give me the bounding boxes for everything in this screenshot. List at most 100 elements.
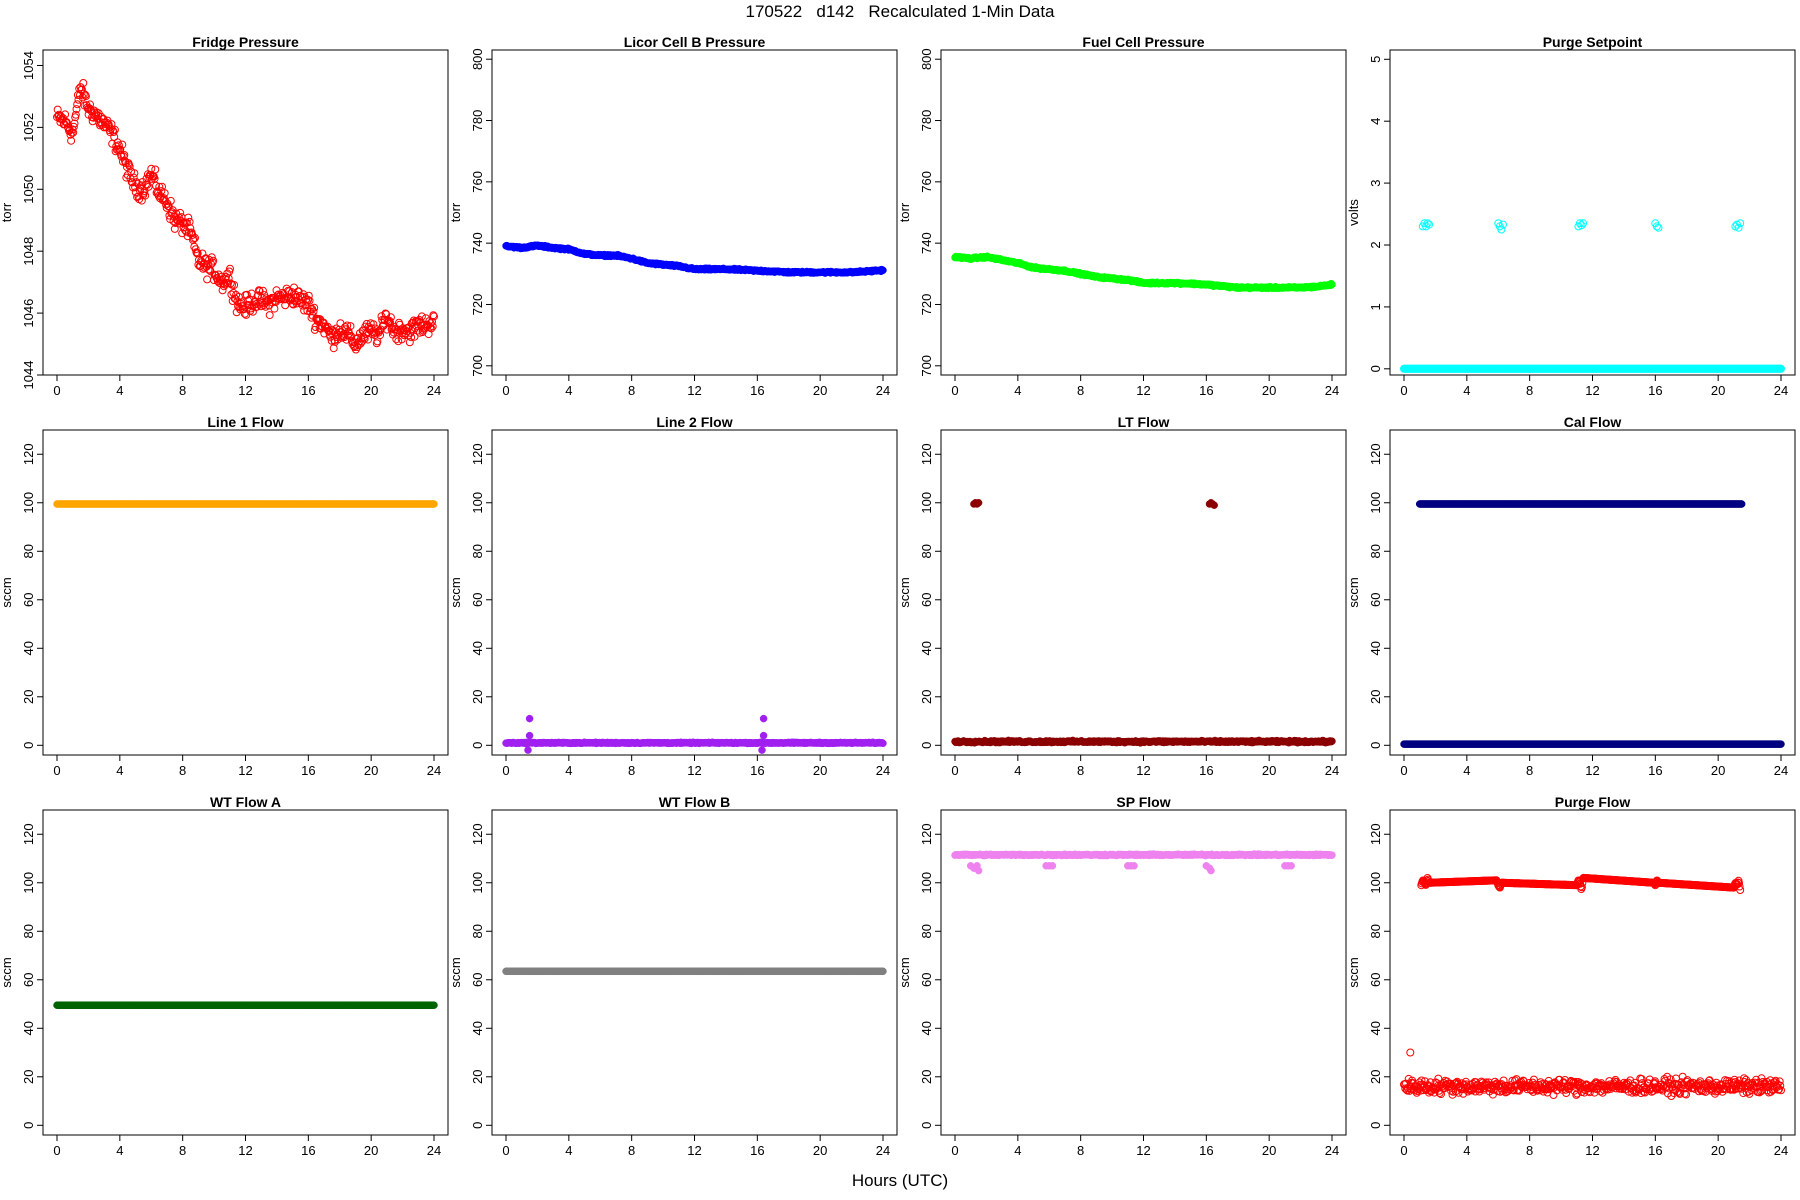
y-axis-label: sccm [0, 577, 14, 607]
data-point [1654, 223, 1663, 232]
x-tick-label: 0 [1400, 383, 1407, 398]
x-tick-label: 4 [1463, 763, 1470, 778]
x-tick-label: 20 [1262, 383, 1276, 398]
data-point [73, 100, 82, 109]
plot-frame [1389, 49, 1796, 376]
y-axis-label: torr [448, 202, 463, 222]
data-point [222, 278, 231, 287]
data-point [248, 307, 257, 316]
data-point [270, 304, 279, 313]
y-tick-label: 40 [470, 641, 485, 655]
data-point [397, 335, 406, 344]
data-point [67, 136, 76, 145]
y-tick-label: 4 [1368, 118, 1383, 125]
data-point [290, 296, 299, 305]
y-axis-label: sccm [897, 577, 912, 607]
data-point [304, 291, 313, 300]
x-tick-label: 24 [427, 763, 441, 778]
x-tick-label: 12 [1136, 383, 1150, 398]
data-point [405, 338, 414, 347]
data-point [69, 128, 78, 137]
data-point [428, 322, 437, 331]
data-point [207, 253, 216, 262]
data-point [185, 217, 194, 226]
data-point [310, 325, 319, 334]
data-point [401, 329, 410, 338]
data-point [524, 746, 532, 754]
y-tick-label: 1044 [21, 361, 36, 390]
x-tick-label: 20 [364, 383, 378, 398]
data-points [502, 714, 887, 754]
x-tick-label: 16 [750, 763, 764, 778]
x-tick-label: 0 [951, 763, 958, 778]
data-point [61, 110, 70, 119]
y-tick-label: 800 [470, 48, 485, 70]
y-tick-label: 720 [470, 294, 485, 316]
data-point [104, 120, 113, 129]
x-tick-label: 16 [1648, 383, 1662, 398]
panel-title: Line 2 Flow [656, 414, 732, 430]
data-point [66, 130, 75, 139]
y-tick-label: 20 [1368, 690, 1383, 704]
x-tick-label: 8 [1077, 763, 1084, 778]
data-point [188, 231, 197, 239]
data-point [141, 191, 150, 200]
y-tick-label: 760 [919, 171, 934, 193]
x-tick-label: 24 [1325, 763, 1339, 778]
panel-title: Line 1 Flow [207, 414, 283, 430]
plot-frame [491, 429, 898, 756]
data-point [1328, 280, 1336, 289]
data-point [360, 334, 369, 343]
data-point [252, 300, 261, 308]
data-point [242, 290, 251, 299]
x-tick-label: 4 [565, 763, 572, 778]
data-point [331, 337, 339, 346]
data-point [358, 337, 366, 346]
data-points [1400, 219, 1785, 373]
y-tick-label: 40 [919, 641, 934, 655]
data-point [81, 92, 90, 101]
y-tick-label: 780 [919, 110, 934, 132]
panel-title: Fridge Pressure [192, 34, 299, 50]
y-tick-label: 80 [1368, 544, 1383, 558]
x-tick-label: 20 [1711, 763, 1725, 778]
y-tick-label: 100 [21, 492, 36, 514]
data-point [376, 331, 385, 340]
figure-title: 170522 d142 Recalculated 1-Min Data [745, 2, 1055, 21]
x-tick-label: 4 [1014, 383, 1021, 398]
data-point [1425, 220, 1434, 229]
x-tick-label: 16 [301, 763, 315, 778]
panel-title: Cal Flow [1564, 414, 1622, 430]
y-tick-label: 760 [470, 171, 485, 193]
x-tick-label: 20 [1262, 763, 1276, 778]
data-point [75, 91, 84, 100]
data-point [118, 140, 127, 149]
data-point [367, 324, 376, 333]
data-point [759, 731, 768, 740]
x-tick-label: 24 [1325, 383, 1339, 398]
y-tick-label: 5 [1368, 56, 1383, 63]
data-point [114, 141, 123, 150]
x-tick-label: 8 [628, 383, 635, 398]
x-tick-label: 24 [876, 763, 890, 778]
data-point [407, 333, 416, 342]
data-point [429, 311, 438, 320]
plot-frame [940, 49, 1347, 376]
data-point [71, 110, 80, 119]
x-tick-label: 16 [750, 383, 764, 398]
y-tick-label: 0 [1368, 742, 1383, 749]
data-point [1734, 223, 1743, 232]
data-point [116, 145, 125, 154]
y-tick-label: 1052 [21, 113, 36, 142]
x-tick-label: 12 [1136, 763, 1150, 778]
x-tick-label: 8 [179, 383, 186, 398]
data-point [72, 105, 81, 114]
data-point [305, 296, 314, 305]
data-point [224, 279, 232, 288]
